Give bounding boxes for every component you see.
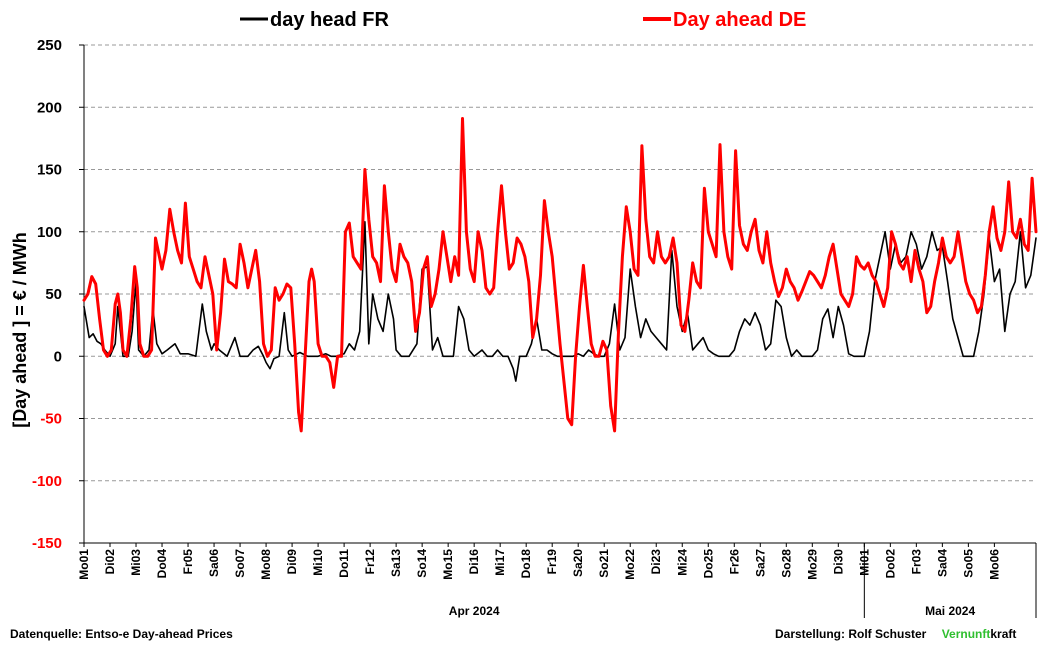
y-tick-label: 100 [37, 224, 62, 241]
y-tick-label: -100 [32, 473, 62, 490]
x-tick-label: Mo22 [623, 549, 637, 580]
x-tick-label: Fr05 [181, 549, 195, 575]
x-tick-label: Do18 [519, 549, 533, 579]
x-tick-label: Mo08 [259, 549, 273, 580]
x-tick-label: Mi17 [493, 549, 507, 576]
x-tick-label: So28 [779, 549, 793, 578]
y-tick-label: -50 [40, 411, 62, 428]
x-tick-label: Di02 [103, 549, 117, 575]
x-tick-label: Di23 [649, 549, 663, 575]
x-tick-label: Fr26 [727, 549, 741, 575]
x-tick-label: Fr19 [545, 549, 559, 575]
x-tick-label: Mi03 [129, 549, 143, 576]
x-tick-label: Do25 [701, 549, 715, 579]
legend: day head FR Day ahead DE [240, 9, 806, 31]
series-lines [82, 117, 1038, 433]
x-tick-label: Mi24 [675, 549, 689, 576]
y-tick-label: -150 [32, 535, 62, 552]
x-tick-label: Sa27 [753, 549, 767, 577]
x-tick-label: So21 [597, 549, 611, 578]
x-tick-label: Mo29 [805, 549, 819, 580]
legend-fr-label: day head FR [270, 9, 389, 31]
y-tick-label: 0 [54, 348, 62, 365]
x-tick-label: Sa06 [207, 549, 221, 577]
y-tick-label: 200 [37, 99, 62, 116]
data-source-note: Datenquelle: Entso-e Day-ahead Prices [10, 627, 233, 641]
x-axis: Mo01 Di02 Mi03 Do04 Fr05 Sa06 So07 Mo08 Di09 Mi10… [77, 542, 1037, 618]
y-axis-title: [Day ahead ] = € / MWh [10, 232, 30, 428]
x-tick-label: So05 [961, 549, 975, 578]
x-tick-label: Do11 [337, 549, 351, 578]
grid-lines [84, 44, 1036, 544]
x-tick-label: Do02 [883, 549, 897, 579]
month-label: Apr 2024 [449, 604, 500, 618]
x-tick-label: Di09 [285, 549, 299, 575]
y-tick-label: 50 [45, 286, 62, 303]
x-tick-label: Mo15 [441, 549, 455, 580]
x-tick-label: Mi10 [311, 549, 325, 576]
x-tick-label: Sa13 [389, 549, 403, 577]
x-tick-label: So14 [415, 549, 429, 578]
x-tick-label: Do04 [155, 549, 169, 579]
y-tick-label: 250 [37, 37, 62, 54]
credit-note: Darstellung: Rolf Schuster Vernunftkraft [775, 627, 1016, 641]
x-tick-label: Di30 [831, 549, 845, 575]
brand-dark: kraft [990, 627, 1016, 641]
series-line-de [82, 117, 1038, 433]
x-tick-label: Fr03 [909, 549, 923, 575]
x-tick-label: Di16 [467, 549, 481, 575]
x-tick-label: Fr12 [363, 549, 377, 575]
x-tick-label: Sa04 [935, 549, 949, 577]
month-label: Mai 2024 [925, 604, 975, 618]
x-tick-label: Sa20 [571, 549, 585, 577]
y-tick-label: 150 [37, 162, 62, 179]
legend-de-label: Day ahead DE [673, 9, 806, 31]
x-tick-label: So07 [233, 549, 247, 578]
x-tick-label: Mo06 [987, 549, 1001, 580]
x-tick-label: Mo01 [77, 549, 91, 580]
brand-green: Vernunft [942, 627, 991, 641]
y-axis: 250 200 150 100 50 0 -50 -100 -150 [32, 37, 85, 552]
credit-text: Darstellung: Rolf Schuster [775, 627, 927, 641]
